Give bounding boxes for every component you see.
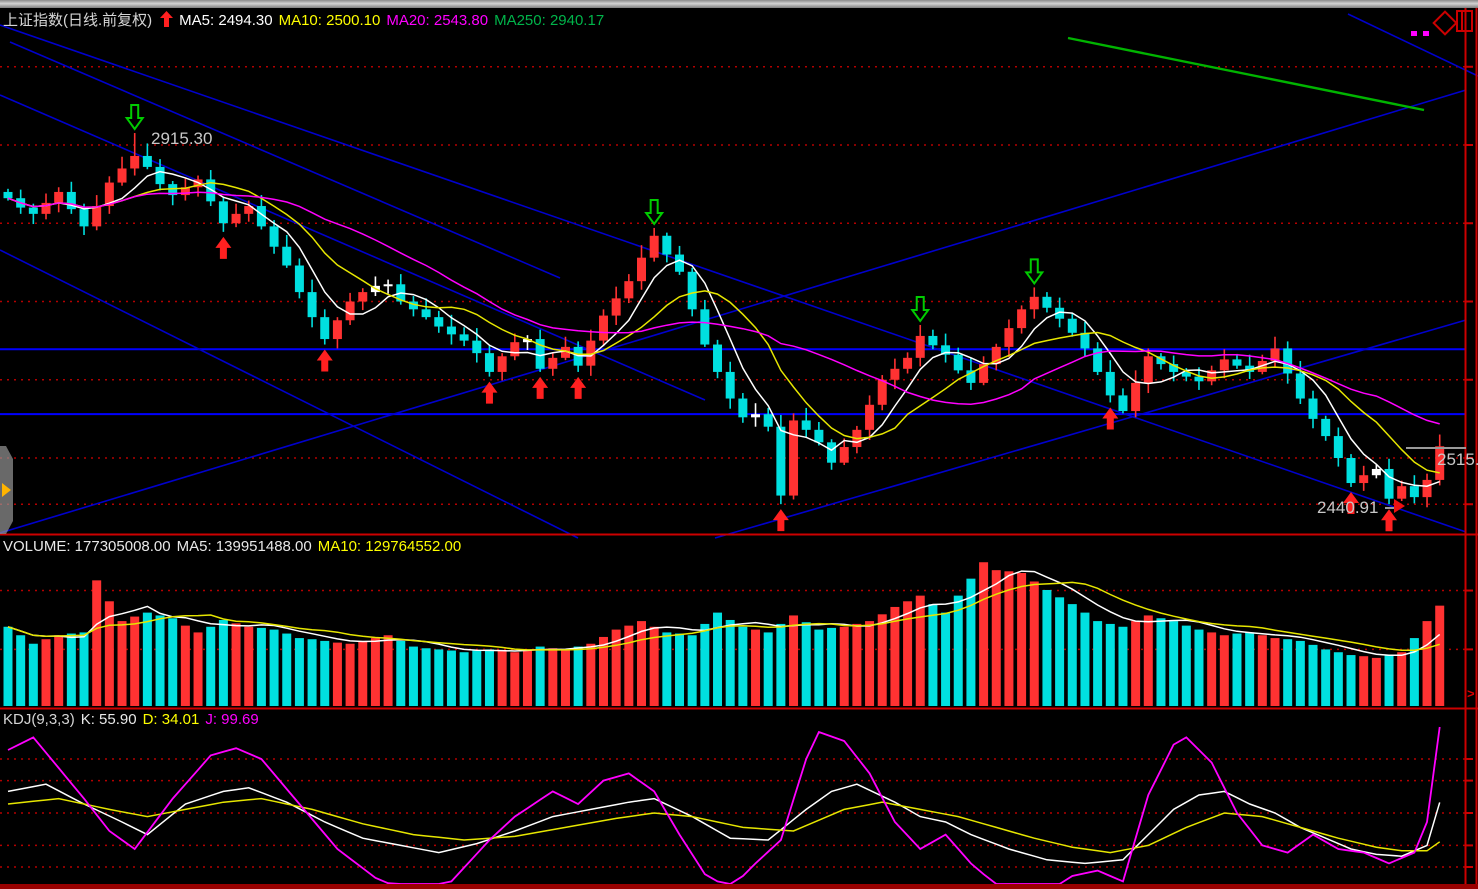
volume-pane[interactable] [0,536,1466,706]
current-price-line [1406,447,1466,449]
marker-dot [1411,31,1417,36]
symbol-title: 上证指数(日线.前复权) [3,12,153,29]
left-panel-handle[interactable] [0,446,13,534]
peak-price-label: 2915.30 [151,129,213,148]
up-arrow-icon [160,11,174,31]
low-marker-arrow-icon [1394,499,1405,513]
ma5-indicator: MA5: 139951488.00 [176,538,312,555]
kdj-name: KDJ(9,3,3) [3,711,75,728]
ma10-indicator: MA10: 2500.10 [278,12,381,29]
d-indicator: D: 34.01 [142,711,200,728]
kdj-pane[interactable] [0,710,1466,884]
ma10-indicator: MA10: 129764552.00 [317,538,462,555]
axis-expand-icon[interactable]: > [1467,686,1475,701]
low-price-pointer-line [1385,507,1399,509]
main-price-pane[interactable] [0,8,1466,534]
k-indicator: K: 55.90 [80,711,137,728]
kdj-indicators: K: 55.90 D: 34.01 J: 99.69 [81,711,265,728]
ma5-indicator: MA5: 2494.30 [179,12,273,29]
volume-indicator: VOLUME: 177305008.00 [3,538,171,555]
ma-indicators: MA5: 2494.30 MA10: 2500.10 MA20: 2543.80 MA… [179,12,610,29]
split-window-icon-bar [1461,12,1463,30]
low-price-label: 2440.91 [1317,498,1379,517]
split-window-icon[interactable] [1456,10,1473,32]
volume-header: VOLUME: 177305008.00 MA5: 139951488.00 MA1… [3,538,473,555]
expand-arrow-icon [2,483,11,497]
ma250-indicator: MA250: 2940.17 [494,12,605,29]
volume-indicators: VOLUME: 177305008.00 MA5: 139951488.00 MA1… [3,538,467,555]
current-price-label: 2515. [1437,450,1478,469]
j-indicator: J: 99.69 [205,711,259,728]
marker-dot [1423,31,1429,36]
ma20-indicator: MA20: 2543.80 [386,12,489,29]
window-top-edge [0,0,1478,8]
kdj-header: KDJ(9,3,3) K: 55.90 D: 34.01 J: 99.69 [3,711,271,728]
main-chart-header: 上证指数(日线.前复权) MA5: 2494.30 MA10: 2500.10 MA2… [3,9,616,31]
